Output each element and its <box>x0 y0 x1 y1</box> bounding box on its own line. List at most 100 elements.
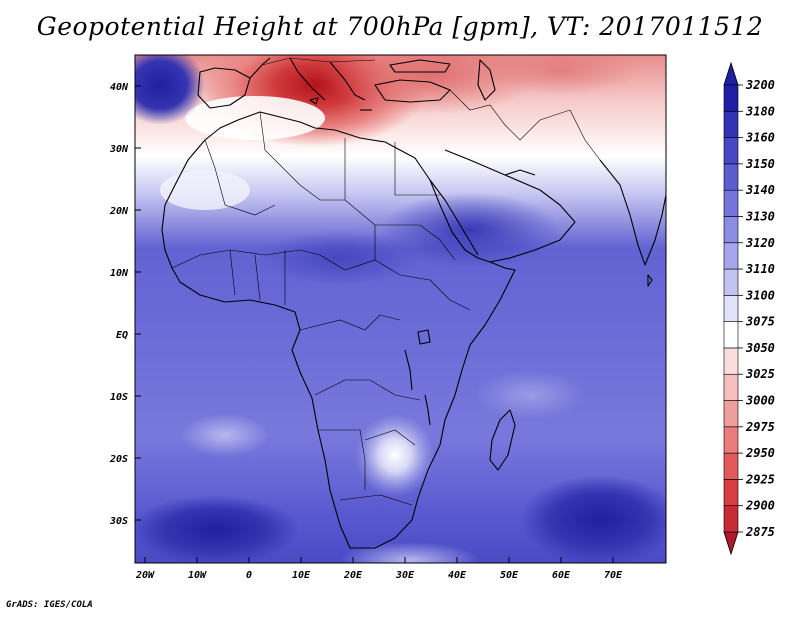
colorbar-segment <box>723 163 739 191</box>
red-patch-northeast <box>480 55 640 95</box>
colorbar: 2875 2900 2925 2950 2975 3000 3025 3050 3075 3100… <box>723 61 775 556</box>
height-field <box>135 55 666 563</box>
border-zimbabwe <box>364 429 416 446</box>
white-strip-northwest <box>185 96 325 140</box>
lon-label: 10E <box>292 570 311 581</box>
lat-label: 40N <box>110 82 129 93</box>
border-south-africa <box>339 494 413 506</box>
colorbar-label: 3140 <box>745 183 775 197</box>
madagascar <box>489 409 516 471</box>
red-sea <box>429 179 479 256</box>
arabian-peninsula <box>444 149 576 263</box>
light-patch-south-atlantic <box>180 413 270 457</box>
colorbar-label: 2950 <box>745 446 775 460</box>
anatolia <box>374 79 451 103</box>
colorbar-segment <box>723 426 739 454</box>
colorbar-segment <box>723 189 739 217</box>
latitude-axis: 40N 30N 20N 10N EQ 10S 20S 30S <box>109 82 141 527</box>
colorbar-segment <box>723 216 739 244</box>
colorbar-segment <box>723 110 739 138</box>
colorbar-label: 3000 <box>745 394 775 408</box>
lat-label: 30N <box>109 144 129 155</box>
colorbar-segment <box>723 452 739 480</box>
border-sahara-central <box>259 111 345 201</box>
colorbar-label: 3100 <box>745 288 775 302</box>
colorbar-label: 3130 <box>745 209 775 223</box>
lon-label: 30E <box>395 570 415 581</box>
colorbar-label: 2975 <box>745 420 775 434</box>
colorbar-segment <box>723 268 739 296</box>
lon-label: 20E <box>343 570 363 581</box>
colorbar-label: 3110 <box>745 262 775 276</box>
lon-label: 40E <box>448 570 467 581</box>
lon-label: 20W <box>135 570 155 581</box>
lon-label: 60E <box>552 570 571 581</box>
colorbar-segment <box>723 242 739 270</box>
iberia <box>197 67 251 109</box>
border-sahara-west <box>204 139 276 216</box>
lake-victoria <box>417 329 431 345</box>
colorbar-segment <box>723 373 739 401</box>
colorbar-label: 2925 <box>745 472 775 486</box>
lake-tanganyika <box>404 349 413 391</box>
border-middle-east <box>449 89 571 141</box>
colorbar-label: 3050 <box>745 341 775 355</box>
colorbar-label: 3120 <box>745 236 775 250</box>
light-patch-indian-ocean <box>475 370 585 420</box>
colorbar-label: 2900 <box>745 499 775 513</box>
balkans <box>329 61 366 101</box>
black-sea <box>389 59 451 73</box>
colorbar-label: 3150 <box>745 157 775 171</box>
border-egypt-sudan <box>394 142 440 196</box>
lon-label: 0 <box>246 570 252 581</box>
country-borders <box>171 57 601 506</box>
lat-label: 10N <box>110 268 129 279</box>
caspian-sea <box>477 59 496 101</box>
colorbar-label: 3180 <box>745 104 775 118</box>
plot-frame <box>134 54 667 564</box>
persian-gulf <box>504 169 536 176</box>
lat-label: EQ <box>116 330 128 341</box>
lat-label: 20S <box>109 454 128 465</box>
border-europe <box>261 57 376 66</box>
colorbar-segment <box>723 479 739 507</box>
lon-label: 70E <box>604 570 623 581</box>
light-patch-west-sahara <box>160 170 250 210</box>
border-congo <box>299 314 401 331</box>
colorbar-segment <box>723 84 739 112</box>
deep-blue-southeast <box>520 475 666 563</box>
lat-label: 20N <box>109 206 129 217</box>
border-central-africa <box>319 254 431 281</box>
lake-malawi <box>424 394 431 426</box>
colorbar-arrow-low <box>723 531 739 556</box>
colorbar-label: 3160 <box>745 131 775 145</box>
border-sudan-ethiopia <box>375 224 456 261</box>
border-guinea-coast <box>229 249 286 305</box>
coastlines <box>161 57 666 549</box>
sicily <box>309 97 319 105</box>
light-patch-south <box>340 542 480 563</box>
colorbar-segment <box>723 321 739 349</box>
colorbar-segment <box>723 400 739 428</box>
border-southern-africa <box>314 379 421 401</box>
colorbar-arrow-high <box>723 61 739 86</box>
deep-blue-southwest <box>135 495 300 563</box>
colorbar-segment <box>723 295 739 322</box>
africa-coastline <box>161 111 516 549</box>
border-sahara-east <box>344 138 376 260</box>
sri-lanka <box>647 274 653 287</box>
border-east-africa <box>429 279 471 311</box>
colorbar-segment <box>723 347 739 375</box>
footer-credit: GrADS: IGES/COLA <box>6 600 93 610</box>
lat-label: 30S <box>109 516 128 527</box>
colorbar-label: 3075 <box>745 315 775 329</box>
map-title: Geopotential Height at 700hPa [gpm], VT:… <box>36 12 764 41</box>
colorbar-label: 2875 <box>745 525 775 539</box>
border-south-asia <box>569 109 601 161</box>
india <box>599 159 666 266</box>
deep-blue-arabia <box>380 192 560 268</box>
longitude-axis: 20W 10W 0 10E 20E 30E 40E 50E 60E 70E <box>135 557 623 581</box>
colorbar-label: 3025 <box>745 367 775 381</box>
deep-blue-sahel <box>260 230 420 286</box>
